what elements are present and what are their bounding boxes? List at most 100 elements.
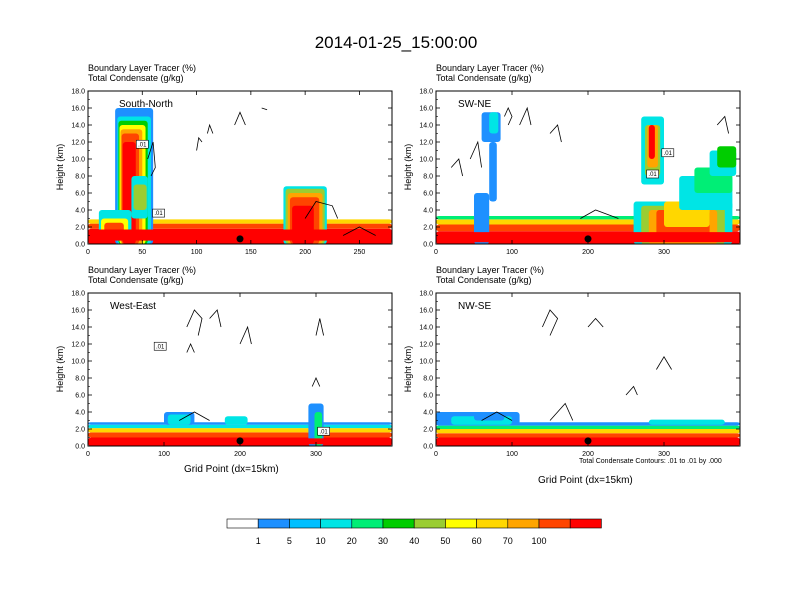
panel-3-contour: [179, 411, 210, 421]
panel-3-xtick-label: 300: [310, 451, 322, 458]
panel-4-tracer-region: [436, 429, 740, 434]
panel-4-label-2: Total Condensate (g/kg): [436, 275, 532, 285]
panel-1-ytick-label: 4.0: [75, 208, 85, 215]
panel-4-plot: 0.0 2.0 4.0 6.0 8.0 10.0 12.0 14.0 16.0 18.0 0 100 2…: [419, 291, 741, 458]
panel-2-ytick-label: 10.0: [419, 157, 433, 164]
panel-2-plot: 0.0 2.0 4.0 6.0 8.0 10.0 12.0 14.0 16.0 18.0 0 100 2…: [419, 89, 741, 256]
panel-1-xtick-label: 50: [138, 249, 146, 256]
panel-2-contour: [580, 209, 619, 219]
panel-1-section-name: South-North: [119, 99, 173, 110]
panel-4-xtick-label: 0: [434, 451, 438, 458]
panel-2-ytick-label: 4.0: [423, 208, 433, 215]
figure-title: 2014-01-25_15:00:00: [314, 33, 478, 52]
panel-3-contour: [311, 377, 321, 387]
panel-1-field: [88, 91, 392, 244]
panel-1-contour-label-box: [152, 208, 165, 218]
panel-4-location-marker: [584, 437, 592, 445]
panel-2-tracer-region: [474, 193, 490, 244]
panel-2-ytick-label: 14.0: [419, 123, 433, 130]
panel-4-xlabel: Grid Point (dx=15km): [538, 475, 633, 486]
panel-1-contour: [234, 111, 246, 126]
panel-2-ytick-label: 12.0: [419, 140, 433, 147]
panel-2-contour: [549, 124, 562, 143]
panel-1-plot: 0.0 2.0 4.0 6.0 8.0 10.0 12.0 14.0 16.0 18.0 0 50 10…: [71, 89, 393, 256]
panel-3-section-name: West-East: [110, 301, 156, 312]
colorbar-label: 40: [409, 536, 419, 546]
panel-2-contour-label: .01: [664, 151, 673, 157]
panel-3-ytick-label: 8.0: [75, 376, 85, 383]
colorbar-label: 1: [256, 536, 261, 546]
panel-1-xtick-label: 150: [245, 249, 257, 256]
panel-1-xtick-label: 250: [354, 249, 366, 256]
panel-4-ytick-label: 2.0: [423, 427, 433, 434]
panel-4-contour: [587, 317, 604, 328]
panel-1-contour-label: .01: [138, 142, 147, 148]
colorbar-swatch: [382, 518, 415, 529]
panel-3-label-2: Total Condensate (g/kg): [88, 275, 184, 285]
panel-2-tracer-region: [489, 142, 497, 202]
panel-4-tracer-region: [436, 433, 740, 438]
panel-1-location-marker: [236, 235, 244, 243]
panel-3-contour-label: .01: [156, 344, 165, 350]
panel-4-contour: [625, 385, 638, 396]
panel-1-label-2: Total Condensate (g/kg): [88, 73, 184, 83]
panel-1-tracer-region: [88, 229, 392, 241]
panel-2-xtick-label: 200: [582, 249, 594, 256]
panel-1-xtick-label: 0: [86, 249, 90, 256]
colorbar-label: 20: [347, 536, 357, 546]
panel-1-ytick-label: 2.0: [75, 225, 85, 232]
panel-2-contour-label-box: [646, 169, 659, 179]
panel-2-section-name: SW-NE: [458, 99, 491, 110]
panel-4-xtick-label: 300: [658, 451, 670, 458]
panel-2-contour: [716, 115, 729, 134]
panel-2-ytick-label: 16.0: [419, 106, 433, 113]
panel-3-contour-label-box: [317, 426, 330, 436]
colorbar-label: 5: [287, 536, 292, 546]
panel-1-label-1: Boundary Layer Tracer (%): [88, 63, 197, 73]
colorbar-swatch: [226, 518, 259, 529]
panel-4-ytick-label: 4.0: [423, 410, 433, 417]
panel-3-label-1: Boundary Layer Tracer (%): [88, 265, 197, 275]
panel-4-ytick-label: 8.0: [423, 376, 433, 383]
panel-1-ytick-label: 16.0: [71, 106, 85, 113]
panel-4-ytick-label: 12.0: [419, 342, 433, 349]
panel-1-ytick-label: 12.0: [71, 140, 85, 147]
panel-1-xtick-label: 200: [299, 249, 311, 256]
panel-4-label-1: Boundary Layer Tracer (%): [436, 265, 545, 275]
panel-2-xtick-label: 100: [506, 249, 518, 256]
panel-2-ytick-label: 18.0: [419, 89, 433, 96]
colorbar-swatch: [569, 518, 602, 529]
panel-3-ytick-label: 18.0: [71, 291, 85, 298]
colorbar-label: 30: [378, 536, 388, 546]
panel-1-xtick-label: 100: [191, 249, 203, 256]
colorbar-swatch: [351, 518, 384, 529]
panel-1-contour: [342, 226, 376, 236]
panel-1-ytick-label: 8.0: [75, 174, 85, 181]
panel-4-contour: [542, 309, 559, 336]
panel-3-tracer-region: [88, 424, 392, 429]
panel-3-field: [88, 293, 392, 446]
panel-4-ytick-label: 14.0: [419, 325, 433, 332]
colorbar: 1 5 10 20 30 40 50 60 70 100: [226, 518, 602, 546]
panel-3-xtick-label: 0: [86, 451, 90, 458]
panel-4-contour: [549, 402, 574, 421]
panel-3-ytick-label: 10.0: [71, 359, 85, 366]
panel-4-tracer-region: [436, 425, 740, 429]
panel-3-contour: [209, 309, 222, 328]
colorbar-label: 100: [531, 536, 546, 546]
panel-3-tracer-region: [88, 432, 392, 438]
panel-2-ytick-label: 6.0: [423, 191, 433, 198]
panel-3-contour: [186, 309, 203, 336]
panel-2-contour: [469, 140, 482, 168]
panel-4-field: [436, 293, 740, 446]
panel-2-contour: [504, 107, 513, 126]
panel-2-field: [436, 91, 740, 244]
panel-4-ytick-label: 16.0: [419, 308, 433, 315]
panel-3-contour: [315, 318, 324, 336]
panel-3-tracer-region: [224, 416, 248, 425]
panel-3-location-marker: [236, 437, 244, 445]
panel-4-xtick-label: 200: [582, 451, 594, 458]
panel-3-ytick-label: 2.0: [75, 427, 85, 434]
panel-2-contour: [519, 106, 532, 126]
